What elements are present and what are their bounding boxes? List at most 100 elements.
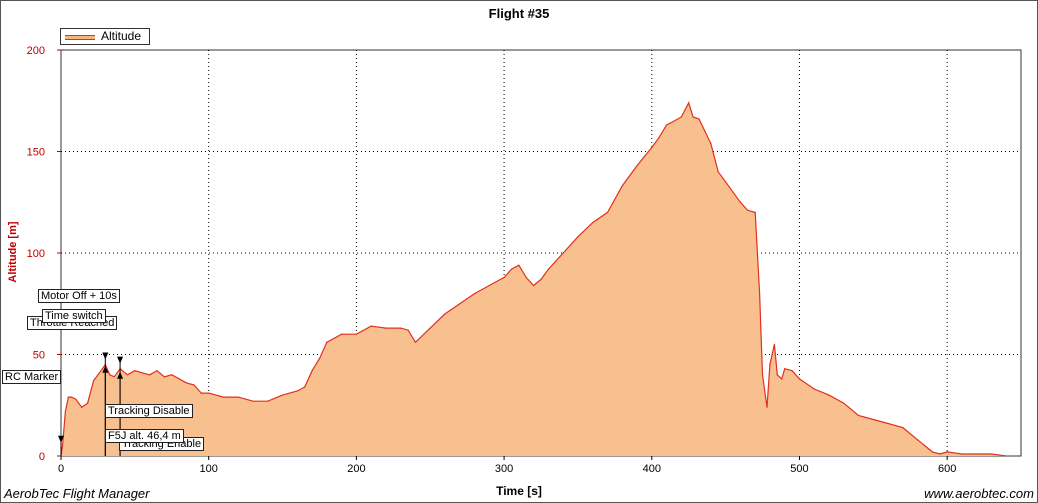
data-point: [857, 414, 860, 416]
y-tick-label: 50: [33, 350, 45, 362]
data-point: [318, 358, 321, 360]
data-point: [946, 451, 948, 453]
data-point: [296, 390, 298, 392]
series-area-layer: [61, 101, 1015, 456]
data-point: [791, 370, 793, 372]
legend: Altitude: [60, 28, 150, 45]
data-point: [773, 343, 776, 345]
data-point: [385, 327, 387, 329]
data-point: [651, 146, 653, 148]
data-point: [887, 422, 889, 425]
data-point: [281, 394, 284, 396]
data-point: [525, 276, 527, 278]
data-point: [665, 124, 668, 126]
data-point: [222, 396, 225, 398]
x-tick-label: 0: [58, 463, 64, 475]
data-point: [407, 329, 409, 331]
x-tick-labels: 0 100 200 300 400 500 600: [58, 456, 956, 475]
data-point: [304, 386, 306, 388]
data-point: [766, 406, 768, 408]
data-point: [163, 376, 165, 378]
event-marker-triangle: [117, 371, 124, 379]
data-point: [781, 378, 783, 380]
data-point: [400, 327, 402, 329]
data-point: [61, 445, 64, 447]
data-point: [680, 116, 682, 118]
x-tick-label: 400: [643, 463, 661, 475]
event-marker-triangle: [58, 435, 64, 443]
data-point: [939, 453, 941, 455]
chart-title: Flight #35: [488, 6, 550, 21]
data-point: [510, 268, 513, 270]
data-point: [459, 303, 461, 305]
data-point: [149, 374, 151, 376]
data-point: [414, 341, 417, 343]
data-point: [267, 400, 269, 402]
footer-app-name: AerobTec Flight Manager: [4, 486, 150, 501]
data-point: [621, 185, 623, 187]
x-tick-label: 300: [495, 463, 513, 475]
data-point: [592, 222, 594, 224]
data-point: [725, 181, 727, 183]
data-point: [113, 376, 115, 378]
data-point: [97, 374, 99, 376]
data-point: [252, 400, 254, 402]
data-point: [710, 142, 712, 144]
data-point: [673, 120, 675, 122]
annotation-f5j-alt: F5J alt. 46,4 m: [105, 429, 184, 443]
footer-website: www.aerobtec.com: [924, 486, 1034, 501]
x-tick-label: 600: [938, 463, 956, 475]
annotation-rc-marker: RC Marker: [2, 370, 62, 384]
data-point: [326, 341, 328, 343]
event-marker-triangle: [102, 365, 109, 373]
data-point: [739, 201, 742, 203]
data-point: [717, 171, 719, 173]
data-point: [769, 364, 771, 366]
data-point: [75, 398, 77, 400]
x-tick-label: 100: [200, 463, 218, 475]
data-point: [171, 374, 173, 376]
data-point: [518, 264, 520, 266]
data-point: [606, 211, 609, 213]
data-point: [141, 372, 143, 374]
data-point: [747, 209, 749, 211]
data-point: [828, 394, 830, 396]
data-point: [92, 380, 95, 382]
data-point: [81, 406, 83, 408]
data-point: [109, 374, 111, 376]
data-point: [355, 333, 357, 335]
data-point: [200, 392, 202, 394]
data-point: [503, 276, 505, 278]
x-tick-label: 500: [790, 463, 808, 475]
data-point: [178, 378, 180, 380]
annotation-tracking-disable: Tracking Disable: [105, 404, 193, 418]
data-point: [902, 427, 904, 429]
data-point: [843, 402, 845, 404]
data-point: [1005, 455, 1007, 456]
event-marker-triangle: [117, 356, 124, 364]
series-area-altitude: [61, 102, 1014, 456]
data-point: [917, 439, 919, 441]
data-point: [67, 396, 69, 398]
data-point: [562, 252, 564, 254]
data-point: [776, 374, 778, 376]
data-point: [547, 268, 550, 270]
data-point: [636, 165, 638, 167]
x-tick-label: 200: [347, 463, 365, 475]
data-point: [692, 116, 694, 118]
data-point: [759, 293, 761, 295]
y-tick-label: 200: [27, 45, 45, 57]
data-point: [370, 325, 372, 327]
y-tick-label: 100: [27, 248, 45, 260]
annotation-motor-off: Motor Off + 10s: [38, 289, 120, 303]
data-point: [961, 453, 963, 455]
data-point: [698, 118, 700, 120]
event-marker-triangle: [102, 352, 109, 360]
x-axis-label: Time [s]: [496, 484, 542, 498]
data-point: [813, 388, 815, 390]
data-point: [101, 368, 103, 370]
data-point: [341, 333, 343, 335]
data-point: [237, 396, 239, 398]
data-point: [429, 327, 431, 329]
data-point: [990, 453, 993, 455]
